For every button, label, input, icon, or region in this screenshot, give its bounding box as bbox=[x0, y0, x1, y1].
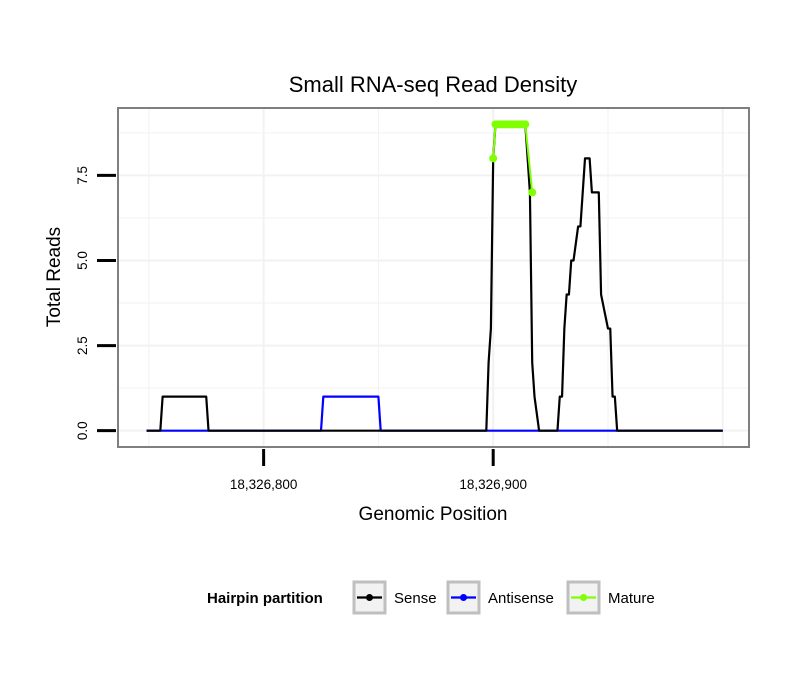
legend-key-point bbox=[366, 594, 373, 601]
x-tick-label: 18,326,900 bbox=[459, 477, 527, 492]
plot-panel-border bbox=[117, 107, 750, 448]
series-line-sense bbox=[146, 123, 723, 432]
series-layer bbox=[146, 120, 723, 432]
x-axis-title: Genomic Position bbox=[359, 504, 508, 525]
legend-label: Mature bbox=[608, 590, 655, 607]
legend-key-point bbox=[580, 594, 587, 601]
legend-title: Hairpin partition bbox=[207, 590, 323, 607]
y-tick-label: 0.0 bbox=[75, 421, 90, 440]
legend-key-point bbox=[460, 594, 467, 601]
mature-point bbox=[528, 188, 537, 197]
legend: Hairpin partition Sense Antisense Mature bbox=[207, 580, 655, 615]
x-tick-label: 18,326,800 bbox=[230, 477, 298, 492]
y-tick-label: 7.5 bbox=[75, 166, 90, 185]
axes-layer: 0.0 2.5 5.0 7.5 18,326,800 18,326,900 bbox=[75, 166, 527, 492]
y-tick-label: 5.0 bbox=[75, 251, 90, 270]
chart-title: Small RNA-seq Read Density bbox=[289, 72, 578, 97]
legend-entry-mature: Mature bbox=[566, 580, 655, 615]
mature-point bbox=[521, 120, 530, 129]
series-line-antisense bbox=[146, 395, 723, 432]
legend-label: Sense bbox=[394, 590, 437, 607]
legend-entry-antisense: Antisense bbox=[446, 580, 554, 615]
grid bbox=[119, 109, 748, 446]
legend-entry-sense: Sense bbox=[352, 580, 437, 615]
legend-label: Antisense bbox=[488, 590, 554, 607]
y-tick-label: 2.5 bbox=[75, 336, 90, 355]
series-line-mature bbox=[492, 123, 534, 193]
mature-point bbox=[489, 154, 498, 163]
y-axis-title: Total Reads bbox=[44, 227, 65, 327]
